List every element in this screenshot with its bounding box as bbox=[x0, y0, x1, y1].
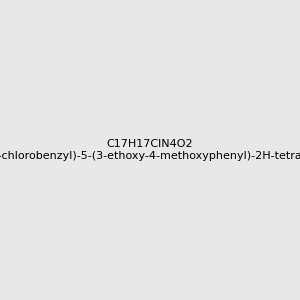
Text: C17H17ClN4O2
2-(3-chlorobenzyl)-5-(3-ethoxy-4-methoxyphenyl)-2H-tetrazole: C17H17ClN4O2 2-(3-chlorobenzyl)-5-(3-eth… bbox=[0, 139, 300, 161]
